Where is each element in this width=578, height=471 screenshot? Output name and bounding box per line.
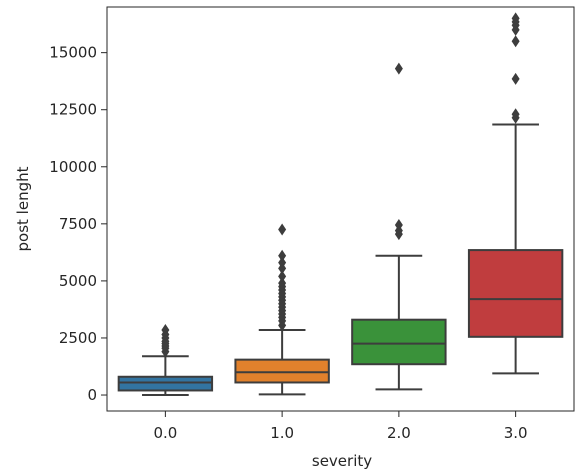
- y-tick-label: 15000: [49, 44, 97, 62]
- y-tick-label: 2500: [59, 329, 97, 347]
- y-axis-label: post lenght: [14, 166, 32, 251]
- outlier-point: [278, 249, 287, 262]
- x-axis-ticks: 0.0 1.0 2.0 3.0: [153, 411, 528, 442]
- outlier-point: [278, 256, 287, 269]
- box-group-1.0: [234, 223, 330, 396]
- outlier-point: [394, 62, 403, 75]
- outlier-point: [278, 223, 287, 236]
- y-tick-label: 5000: [59, 272, 97, 290]
- outlier-point: [161, 323, 170, 336]
- box-series: [117, 12, 564, 397]
- y-tick-label: 0: [87, 386, 97, 404]
- x-tick-label: 3.0: [504, 424, 528, 442]
- outlier-point: [511, 72, 520, 85]
- y-tick-label: 7500: [59, 215, 97, 233]
- x-tick-label: 0.0: [153, 424, 177, 442]
- x-tick-label: 1.0: [270, 424, 294, 442]
- box-group-3.0: [467, 12, 564, 375]
- iqr-box: [467, 249, 564, 338]
- outlier-point: [278, 270, 287, 283]
- y-axis-ticks: 0 2500 5000 7500 10000 12500 15000: [49, 44, 107, 404]
- outlier-point: [511, 12, 520, 25]
- plot-frame: [106, 6, 575, 412]
- y-tick-label: 12500: [49, 101, 97, 119]
- outlier-point: [278, 277, 287, 290]
- outlier-point: [394, 218, 403, 231]
- outlier-point: [511, 108, 520, 121]
- outlier-point: [511, 35, 520, 48]
- iqr-box: [234, 358, 330, 384]
- box-group-0.0: [117, 323, 214, 397]
- iqr-box: [351, 318, 447, 366]
- iqr-box: [117, 375, 214, 392]
- x-axis-label: severity: [312, 452, 372, 470]
- x-tick-label: 2.0: [387, 424, 411, 442]
- box-group-2.0: [351, 62, 447, 391]
- y-tick-label: 10000: [49, 158, 97, 176]
